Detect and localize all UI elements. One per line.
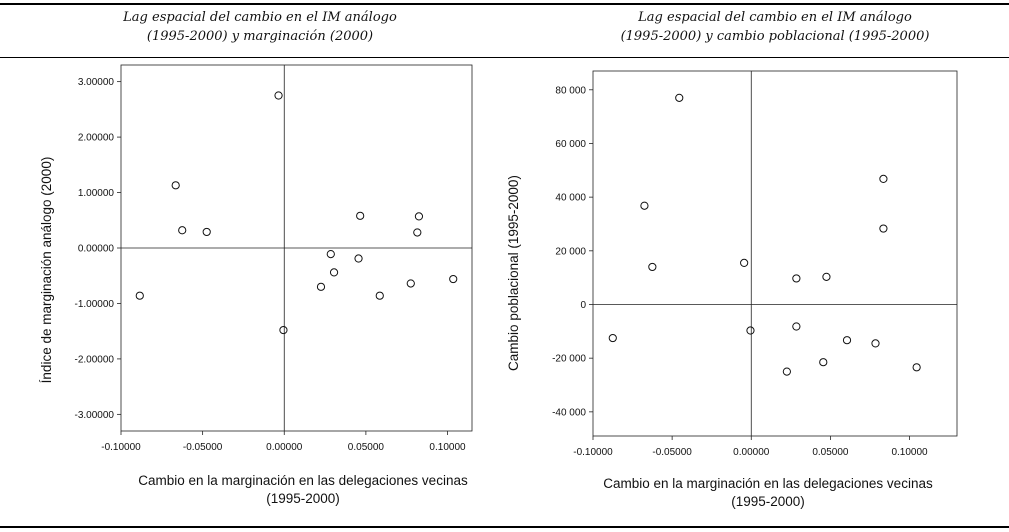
right-y-axis-title: Cambio poblacional (1995-2000) bbox=[506, 175, 521, 371]
left-data-point bbox=[316, 282, 326, 291]
right-data-point bbox=[879, 224, 888, 233]
right-y-tick-label: -40 000 bbox=[552, 407, 586, 418]
right-data-point bbox=[782, 367, 791, 376]
top-rule bbox=[0, 3, 1009, 5]
left-y-tick-label: 0.00000 bbox=[78, 244, 115, 255]
left-data-point bbox=[413, 228, 422, 237]
left-data-point bbox=[414, 212, 424, 221]
right-data-point bbox=[912, 363, 921, 372]
right-chart-caption: Lag espacial del cambio en el IM análogo… bbox=[555, 8, 995, 46]
right-caption-abbr: IM bbox=[837, 10, 856, 25]
right-y-tick-label: 20 000 bbox=[555, 246, 586, 257]
right-x-tick-label: -0.10000 bbox=[573, 447, 613, 458]
caption-divider-rule bbox=[0, 57, 1009, 58]
left-y-tick-label: 3.00000 bbox=[78, 77, 115, 88]
left-y-tick-label: 1.00000 bbox=[78, 188, 115, 199]
right-data-point bbox=[740, 258, 749, 267]
right-data-point bbox=[792, 274, 801, 283]
left-data-point bbox=[326, 250, 335, 259]
right-data-point bbox=[648, 262, 657, 272]
right-caption-line2: (1995-2000) y cambio poblacional (1995-2… bbox=[620, 29, 930, 44]
left-y-axis-title: Índice de marginación análogo (2000) bbox=[39, 157, 54, 384]
right-y-tick-label: 80 000 bbox=[555, 85, 586, 96]
bottom-rule bbox=[0, 526, 1009, 528]
left-data-point bbox=[135, 291, 144, 300]
left-data-point bbox=[406, 279, 415, 288]
right-data-point bbox=[792, 322, 801, 331]
left-data-point bbox=[274, 91, 283, 100]
right-data-point bbox=[819, 358, 828, 367]
right-plot-frame bbox=[592, 70, 958, 437]
left-caption-line2: (1995-2000) y marginación (2000) bbox=[146, 29, 374, 44]
right-x-axis-title-line2: (1995-2000) bbox=[731, 494, 805, 509]
left-chart-caption: Lag espacial del cambio en el IM análogo… bbox=[60, 8, 460, 46]
left-x-tick-label: 0.05000 bbox=[348, 442, 385, 453]
left-caption-line1-post: análogo bbox=[340, 10, 397, 25]
right-y-tick-label: -20 000 bbox=[552, 354, 586, 365]
right-x-tick-label: 0.00000 bbox=[733, 447, 770, 458]
right-y-tick-label: 40 000 bbox=[555, 193, 586, 204]
right-x-tick-label: -0.05000 bbox=[652, 447, 692, 458]
left-data-point bbox=[329, 268, 339, 277]
right-data-point bbox=[871, 339, 880, 348]
right-y-tick-label: 0 bbox=[580, 300, 586, 311]
left-x-tick-label: 0.00000 bbox=[266, 442, 303, 453]
left-y-tick-label: 2.00000 bbox=[78, 133, 115, 144]
right-data-point bbox=[746, 326, 755, 335]
left-x-tick-label: -0.10000 bbox=[101, 442, 141, 453]
right-caption-line1-pre: Lag espacial del cambio en el bbox=[638, 10, 838, 25]
right-data-point bbox=[879, 174, 888, 183]
left-x-tick-label: -0.05000 bbox=[183, 442, 223, 453]
right-x-tick-label: 0.05000 bbox=[812, 447, 849, 458]
left-y-tick-label: -2.00000 bbox=[75, 354, 115, 365]
right-y-tick-label: 60 000 bbox=[555, 139, 586, 150]
right-data-point bbox=[608, 333, 617, 343]
left-y-tick-label: -1.00000 bbox=[75, 299, 115, 310]
left-data-point bbox=[171, 181, 180, 190]
left-y-tick-label: -3.00000 bbox=[75, 410, 115, 421]
left-caption-line1-pre: Lag espacial del cambio en el bbox=[123, 10, 323, 25]
left-data-point bbox=[279, 325, 288, 335]
left-data-point bbox=[202, 227, 211, 237]
left-x-axis-title-line2: (1995-2000) bbox=[266, 491, 340, 506]
right-x-axis-title-line1: Cambio en la marginación en las delegaci… bbox=[603, 476, 933, 491]
right-data-point bbox=[842, 336, 852, 345]
left-data-point bbox=[356, 211, 365, 220]
left-caption-abbr: IM bbox=[322, 10, 341, 25]
left-x-axis-title-line1: Cambio en la marginación en las delegaci… bbox=[138, 473, 468, 488]
right-data-point bbox=[675, 93, 684, 102]
right-data-point bbox=[640, 201, 649, 210]
right-caption-line1-post: análogo bbox=[855, 10, 912, 25]
left-data-point bbox=[375, 291, 384, 300]
left-data-point bbox=[449, 274, 458, 284]
right-data-point bbox=[822, 272, 831, 281]
left-x-tick-label: 0.10000 bbox=[429, 442, 466, 453]
left-data-point bbox=[354, 254, 363, 263]
right-x-tick-label: 0.10000 bbox=[891, 447, 928, 458]
left-data-point bbox=[178, 226, 187, 235]
